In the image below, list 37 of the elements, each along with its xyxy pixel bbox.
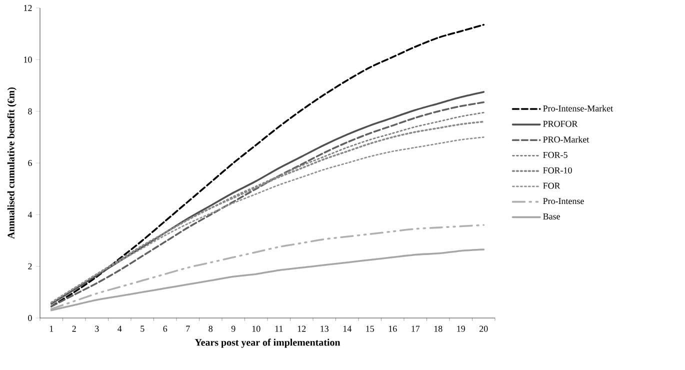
y-tick-label: 0 <box>28 314 32 322</box>
y-tick-label: 8 <box>28 108 32 114</box>
legend-label: PRO-Market <box>543 136 590 143</box>
x-axis-title: Years post year of implementation <box>194 338 340 348</box>
x-tick-label: 12 <box>298 326 306 332</box>
legend-label: Pro-Intense <box>543 198 584 204</box>
y-tick-label: 6 <box>28 160 32 166</box>
legend-label: Pro-Intense-Market <box>543 105 613 112</box>
x-tick-label: 10 <box>252 326 260 332</box>
y-axis-title: Annualised cumulative benefit (€m) <box>7 87 16 239</box>
x-tick-label: 11 <box>275 326 283 332</box>
y-tick-label: 10 <box>24 56 32 63</box>
legend-label: PROFOR <box>543 120 578 127</box>
y-tick-label: 4 <box>28 212 32 218</box>
legend-label: FOR <box>543 182 560 189</box>
x-tick-label: 17 <box>412 326 420 332</box>
x-tick-label: 6 <box>163 326 168 332</box>
legend-label: FOR-5 <box>543 152 568 158</box>
x-tick-label: 16 <box>388 326 397 332</box>
x-tick-label: 8 <box>208 326 213 332</box>
legend-label: Base <box>543 213 560 220</box>
x-tick-label: 20 <box>480 326 488 332</box>
x-tick-label: 1 <box>50 326 54 332</box>
y-tick-label: 2 <box>28 263 32 270</box>
x-tick-label: 9 <box>231 326 236 332</box>
x-tick-label: 15 <box>366 326 374 332</box>
x-tick-label: 3 <box>95 326 99 332</box>
x-tick-label: 19 <box>457 326 465 332</box>
x-tick-label: 2 <box>72 326 76 332</box>
x-tick-label: 13 <box>320 326 329 332</box>
y-tick-label: 12 <box>24 5 32 11</box>
x-tick-label: 4 <box>118 326 122 332</box>
x-tick-label: 18 <box>434 326 442 332</box>
x-tick-label: 14 <box>343 326 352 332</box>
x-tick-label: 5 <box>140 326 144 332</box>
legend-label: FOR-10 <box>543 167 572 174</box>
x-tick-label: 7 <box>186 326 190 332</box>
